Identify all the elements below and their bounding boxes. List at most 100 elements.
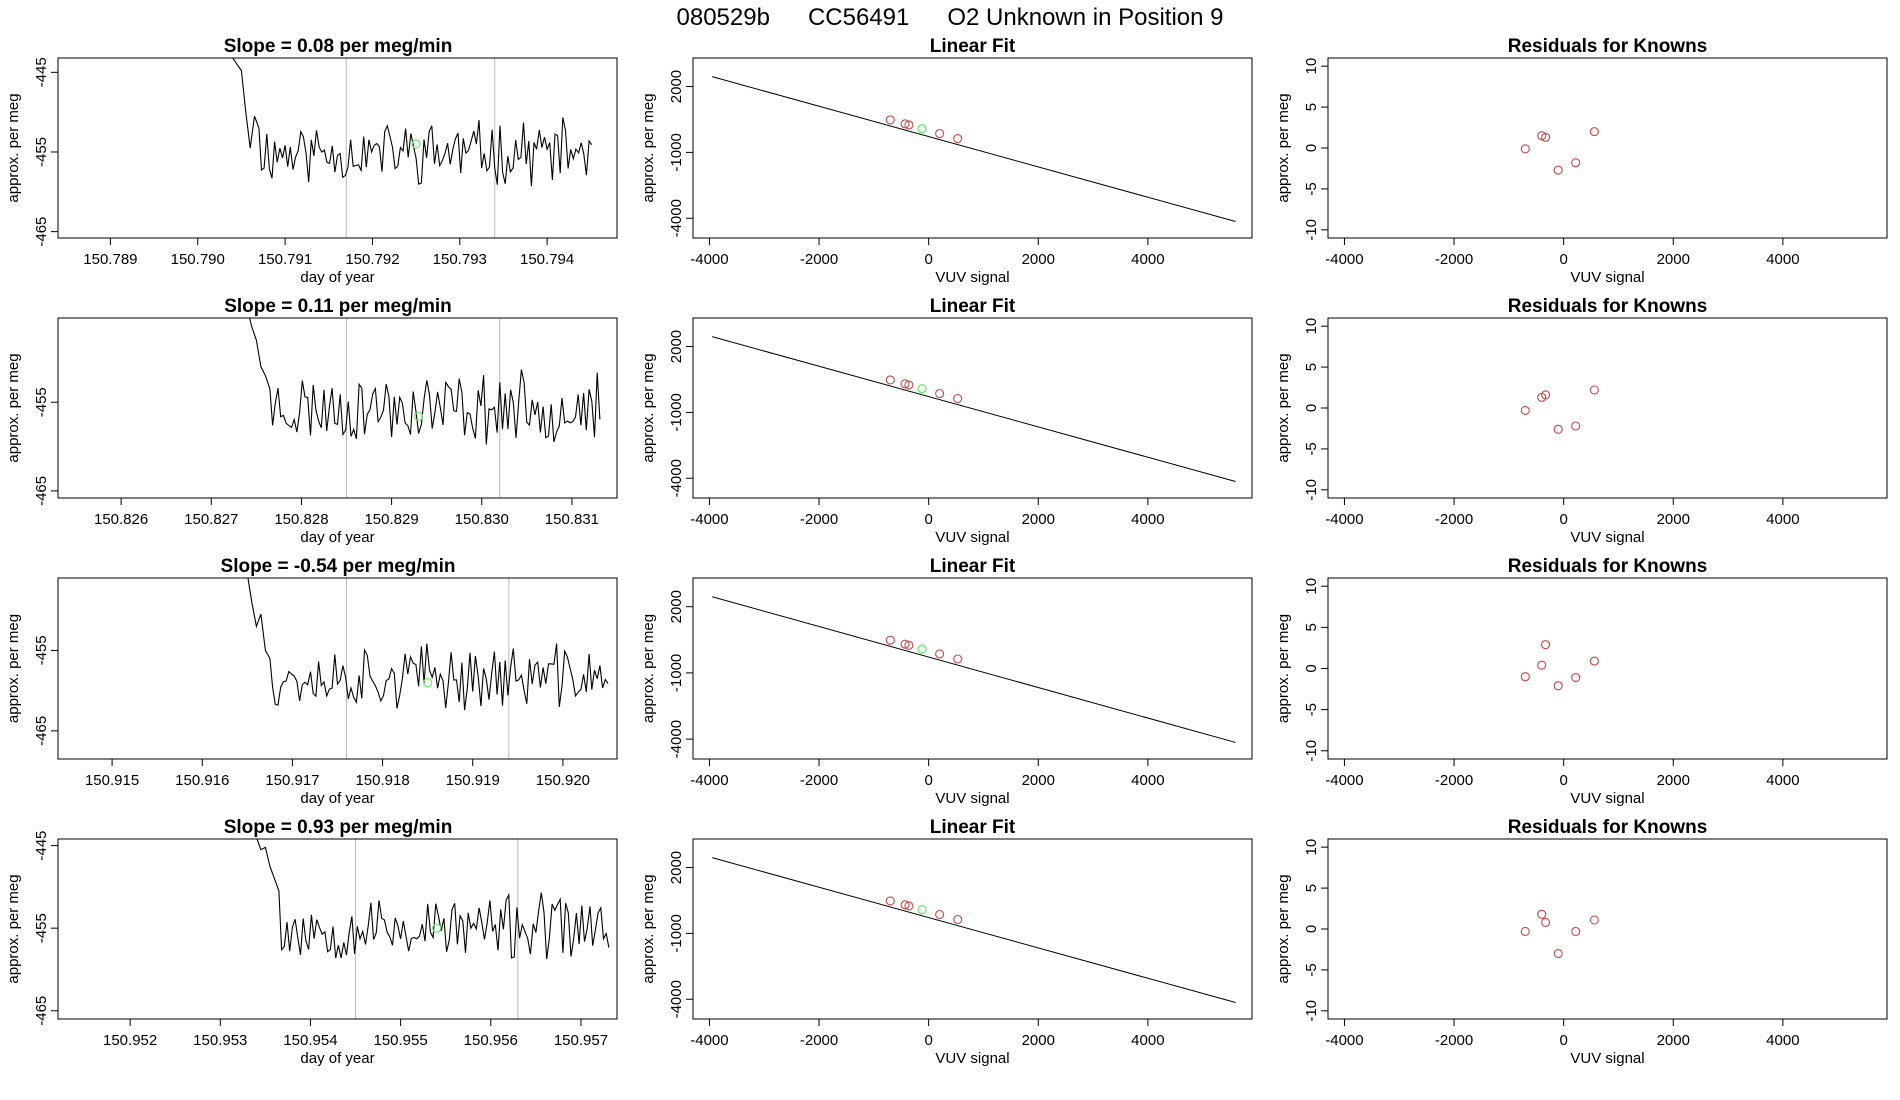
y-tick-label: -4000 bbox=[668, 459, 685, 497]
panel-residuals-1: Residuals for Knowns -4000 -2000 0 2000 4000 1… bbox=[1275, 36, 1888, 286]
plot-frame bbox=[692, 838, 1253, 1020]
known-point bbox=[953, 915, 963, 925]
y-axis-label: approx. per meg bbox=[1275, 93, 1292, 202]
x-tick-label: 4000 bbox=[1766, 1032, 1799, 1049]
plot-area bbox=[1520, 640, 1599, 691]
y-tick-label: -10 bbox=[1303, 1000, 1320, 1022]
x-tick-label: -2000 bbox=[1435, 511, 1473, 528]
residual-point bbox=[1571, 672, 1581, 683]
known-point bbox=[900, 900, 910, 910]
plot-area bbox=[712, 336, 1236, 483]
x-tick-label: 4000 bbox=[1131, 511, 1164, 528]
panel-linear-fit-1: Linear Fit -4000 -2000 0 2000 4000 2000 -1000 -4… bbox=[640, 36, 1253, 286]
residual-point bbox=[1541, 390, 1551, 400]
known-point bbox=[904, 120, 914, 130]
x-tick-label: -4000 bbox=[690, 1032, 728, 1049]
x-tick-label: 2000 bbox=[1657, 1032, 1690, 1049]
residual-point bbox=[1553, 948, 1563, 959]
known-point bbox=[885, 375, 895, 385]
x-tick-label: 4000 bbox=[1766, 511, 1799, 528]
residual-point bbox=[1553, 165, 1563, 175]
y-tick-label: 10 bbox=[1303, 839, 1320, 856]
time-series-line bbox=[256, 839, 610, 960]
x-tick-label: 150.831 bbox=[545, 511, 599, 528]
residual-point bbox=[1537, 909, 1547, 919]
x-tick-label: -2000 bbox=[1435, 772, 1473, 789]
panel-title: Residuals for Knowns bbox=[1508, 296, 1708, 317]
y-tick-label: -465 bbox=[33, 996, 50, 1026]
x-tick-label: 150.917 bbox=[265, 772, 319, 789]
x-tick-label: 4000 bbox=[1131, 1032, 1164, 1049]
x-tick-label: 150.830 bbox=[455, 511, 509, 528]
unknown-point bbox=[917, 905, 927, 915]
panel-linear-fit-3: Linear Fit -4000 -2000 0 2000 4000 2000 -1000 -4… bbox=[640, 556, 1253, 807]
panel-title: Linear Fit bbox=[930, 36, 1016, 57]
y-tick-label: 2000 bbox=[668, 851, 685, 884]
x-tick-label: 0 bbox=[1559, 772, 1567, 789]
x-tick-label: 150.794 bbox=[520, 251, 574, 268]
time-series-line bbox=[248, 318, 601, 445]
residual-point bbox=[1541, 132, 1551, 142]
time-series-line bbox=[247, 578, 609, 711]
x-axis-label: VUV signal bbox=[935, 1050, 1009, 1067]
x-tick-label: 0 bbox=[1559, 1032, 1567, 1049]
x-tick-label: 0 bbox=[924, 1032, 932, 1049]
x-tick-label: 150.956 bbox=[464, 1032, 518, 1049]
y-tick-label: -10 bbox=[1303, 479, 1320, 501]
panel-grid: Slope = 0.08 per meg/min 150.789 150.790 15… bbox=[5, 36, 1888, 1067]
x-axis-label: VUV signal bbox=[935, 529, 1009, 546]
x-tick-label: -4000 bbox=[1325, 1032, 1363, 1049]
panel-title: Residuals for Knowns bbox=[1508, 817, 1708, 838]
x-tick-label: 2000 bbox=[1022, 251, 1055, 268]
y-tick-label: 0 bbox=[1303, 664, 1320, 672]
y-axis-label: approx. per meg bbox=[640, 93, 657, 202]
known-point bbox=[953, 654, 963, 664]
panel-title: Linear Fit bbox=[930, 296, 1016, 317]
x-tick-label: 150.828 bbox=[274, 511, 328, 528]
x-tick-label: 0 bbox=[924, 251, 932, 268]
y-axis-label: approx. per meg bbox=[5, 614, 22, 723]
x-axis-label: day of year bbox=[300, 790, 374, 807]
y-tick-label: -455 bbox=[33, 913, 50, 943]
plot-frame bbox=[57, 57, 618, 239]
y-tick-label: 2000 bbox=[668, 590, 685, 623]
x-tick-label: 4000 bbox=[1766, 251, 1799, 268]
residual-point bbox=[1520, 672, 1530, 682]
panel-linear-fit-2: Linear Fit -4000 -2000 0 2000 4000 2000 -1000 -4… bbox=[640, 296, 1253, 546]
panel-time-series-4: Slope = 0.93 per meg/min 150.952 150.953 15… bbox=[5, 817, 618, 1067]
x-axis-label: VUV signal bbox=[935, 790, 1009, 807]
x-tick-label: 150.920 bbox=[536, 772, 590, 789]
x-axis-label: VUV signal bbox=[1570, 1050, 1644, 1067]
residual-point bbox=[1520, 405, 1530, 416]
known-point bbox=[935, 128, 945, 139]
x-tick-label: 2000 bbox=[1022, 772, 1055, 789]
x-tick-label: -4000 bbox=[1325, 511, 1363, 528]
x-tick-label: 2000 bbox=[1657, 251, 1690, 268]
x-tick-label: 0 bbox=[1559, 511, 1567, 528]
x-tick-label: 0 bbox=[1559, 251, 1567, 268]
x-tick-label: 4000 bbox=[1766, 772, 1799, 789]
residual-point bbox=[1541, 640, 1551, 650]
y-tick-label: -455 bbox=[33, 387, 50, 417]
x-tick-label: 2000 bbox=[1657, 511, 1690, 528]
x-tick-label: 4000 bbox=[1131, 251, 1164, 268]
panel-linear-fit-4: Linear Fit -4000 -2000 0 2000 4000 2000 -1000 -4… bbox=[640, 817, 1253, 1067]
x-tick-label: 150.915 bbox=[85, 772, 139, 789]
panel-residuals-4: Residuals for Knowns -4000 -2000 0 2000 4000 1… bbox=[1275, 817, 1888, 1067]
y-tick-label: -5 bbox=[1303, 703, 1320, 716]
y-axis-label: approx. per meg bbox=[640, 614, 657, 723]
y-tick-label: 2000 bbox=[668, 330, 685, 363]
x-tick-label: -4000 bbox=[690, 251, 728, 268]
x-axis-label: VUV signal bbox=[1570, 269, 1644, 286]
known-point bbox=[904, 380, 914, 390]
x-tick-label: 0 bbox=[924, 511, 932, 528]
plot-frame bbox=[692, 317, 1253, 499]
y-tick-label: -455 bbox=[33, 635, 50, 665]
y-axis-label: approx. per meg bbox=[1275, 874, 1292, 983]
y-tick-label: -5 bbox=[1303, 963, 1320, 976]
y-axis-label: approx. per meg bbox=[5, 353, 22, 462]
residual-point bbox=[1589, 656, 1599, 666]
known-point bbox=[885, 896, 895, 906]
y-tick-label: -1000 bbox=[668, 393, 685, 431]
